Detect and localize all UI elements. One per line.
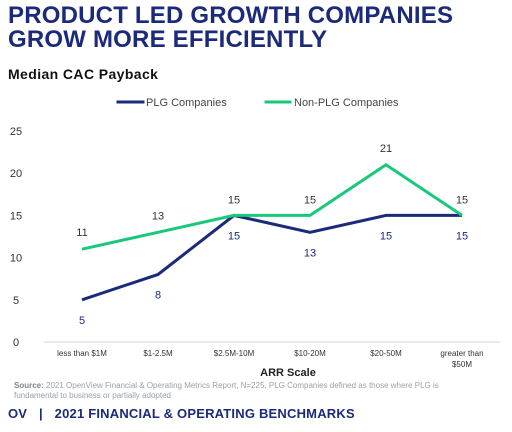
y-tick-label-20: 20 [10, 168, 22, 180]
footer-brand: OV [8, 406, 28, 421]
source-note: Source: 2021 OpenView Financial & Operat… [14, 381, 484, 401]
source-text: 2021 OpenView Financial & Operating Metr… [14, 381, 439, 400]
y-tick-label-10: 10 [10, 253, 22, 265]
y-tick-label-15: 15 [10, 210, 22, 222]
chart-title: PRODUCT LED GROWTH COMPANIES GROW MORE E… [8, 4, 504, 52]
data-label-non-plg-6: 15 [456, 194, 468, 206]
x-axis-label: ARR Scale [260, 367, 316, 379]
data-label-plg-1: 5 [79, 315, 85, 327]
y-tick-label-0: 0 [13, 337, 19, 349]
footer-text: 2021 FINANCIAL & OPERATING BENCHMARKS [54, 406, 355, 421]
data-label-non-plg-4: 15 [304, 194, 316, 206]
data-label-non-plg-1: 11 [76, 227, 87, 239]
x-tick-label-4: $10-20M [294, 349, 326, 358]
series-line-non-plg [81, 162, 463, 251]
legend-label-non-plg: Non-PLG Companies [294, 97, 399, 109]
chart-title-line-1: PRODUCT LED GROWTH COMPANIES [8, 2, 454, 29]
data-label-non-plg-3: 15 [228, 194, 240, 206]
data-label-non-plg-5: 21 [380, 143, 392, 155]
x-tick-label-3: $2.5M-10M [214, 349, 255, 358]
x-tick-label-6-line-2: $50M [452, 360, 472, 369]
data-label-plg-4: 13 [304, 247, 316, 259]
source-label: Source: [14, 381, 44, 390]
data-label-plg-2: 8 [155, 289, 161, 301]
chart-subtitle: Median CAC Payback [8, 66, 159, 82]
data-label-plg-5: 15 [380, 230, 392, 242]
footer: OV | 2021 FINANCIAL & OPERATING BENCHMAR… [8, 406, 355, 421]
footer-separator: | [39, 406, 43, 421]
x-tick-label-2: $1-2.5M [143, 349, 173, 358]
x-tick-label-6-line-1: greater than [440, 349, 483, 358]
series-line-plg [81, 213, 462, 302]
data-label-non-plg-2: 13 [152, 210, 164, 222]
chart-title-line-2: GROW MORE EFFICIENTLY [8, 26, 328, 53]
data-label-plg-3: 15 [228, 230, 240, 242]
x-tick-label-1: less than $1M [57, 349, 107, 358]
y-tick-label-5: 5 [13, 295, 19, 307]
x-tick-label-5: $20-50M [370, 349, 402, 358]
y-tick-label-25: 25 [10, 126, 22, 138]
legend-label-plg: PLG Companies [146, 97, 227, 109]
data-label-plg-6: 15 [456, 230, 468, 242]
